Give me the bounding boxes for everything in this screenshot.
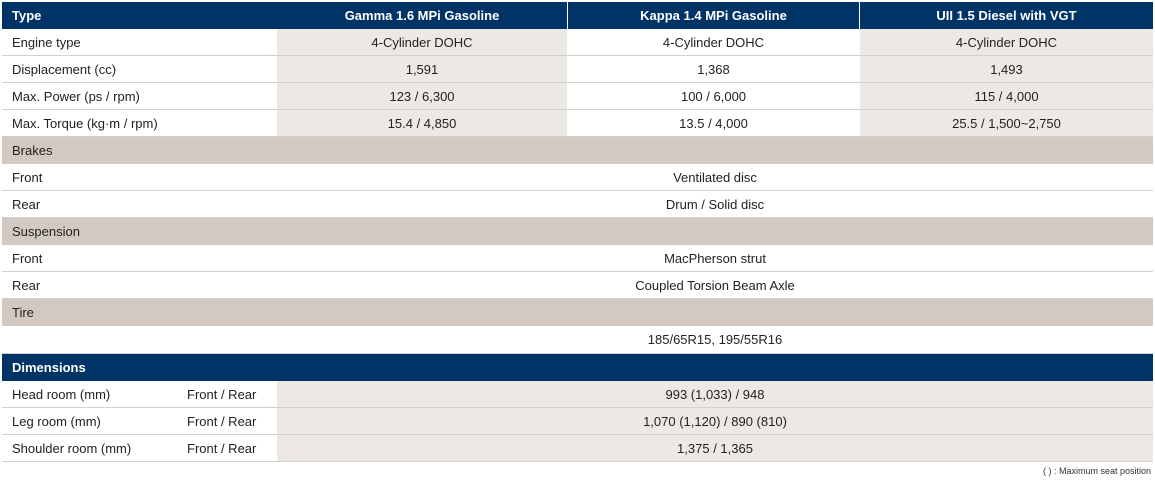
section-dimensions: Dimensions <box>2 354 1153 381</box>
table-row: Front MacPherson strut <box>2 245 1153 272</box>
table-row: Displacement (cc) 1,591 1,368 1,493 <box>2 56 1153 83</box>
cell: 13.5 / 4,000 <box>568 110 860 136</box>
cell: 4-Cylinder DOHC <box>860 29 1153 55</box>
cell: 1,493 <box>860 56 1153 82</box>
table-row: Shoulder room (mm) Front / Rear 1,375 / … <box>2 435 1153 462</box>
row-label: Engine type <box>12 34 81 50</box>
row-label: Max. Torque (kg·m / rpm) <box>12 115 158 131</box>
cell: 25.5 / 1,500~2,750 <box>860 110 1153 136</box>
cell: 1,368 <box>568 56 860 82</box>
table-row: Engine type 4-Cylinder DOHC 4-Cylinder D… <box>2 29 1153 56</box>
cell: 115 / 4,000 <box>860 83 1153 109</box>
table-row: Leg room (mm) Front / Rear 1,070 (1,120)… <box>2 408 1153 435</box>
cell: 4-Cylinder DOHC <box>277 29 568 55</box>
footnote: ( ) : Maximum seat position <box>1042 466 1151 476</box>
table-row: Rear Drum / Solid disc <box>2 191 1153 218</box>
spec-table: Type Gamma 1.6 MPi Gasoline Kappa 1.4 MP… <box>2 2 1153 462</box>
table-row: Head room (mm) Front / Rear 993 (1,033) … <box>2 381 1153 408</box>
table-row: Rear Coupled Torsion Beam Axle <box>2 272 1153 299</box>
section-suspension: Suspension <box>2 218 1153 245</box>
row-label: Leg room (mm) <box>12 413 101 429</box>
cell: 1,591 <box>277 56 568 82</box>
section-tire: Tire <box>2 299 1153 326</box>
type-header: Type <box>12 8 42 23</box>
row-label: Displacement (cc) <box>12 61 117 77</box>
row-sublabel: Front / Rear <box>187 440 257 456</box>
table-row: Front Ventilated disc <box>2 164 1153 191</box>
row-sublabel: Front / Rear <box>187 386 257 402</box>
cell: 1,070 (1,120) / 890 (810) <box>277 408 1153 434</box>
row-label: Max. Power (ps / rpm) <box>12 88 140 104</box>
engine-header: Kappa 1.4 MPi Gasoline <box>568 2 860 29</box>
cell: 15.4 / 4,850 <box>277 110 568 136</box>
row-sublabel: Front / Rear <box>187 413 257 429</box>
cell: 123 / 6,300 <box>277 83 568 109</box>
table-row: 185/65R15, 195/55R16 <box>2 326 1153 354</box>
row-label: Shoulder room (mm) <box>12 440 132 456</box>
table-row: Max. Power (ps / rpm) 123 / 6,300 100 / … <box>2 83 1153 110</box>
section-brakes: Brakes <box>2 137 1153 164</box>
row-label: Head room (mm) <box>12 386 111 402</box>
engine-header: Gamma 1.6 MPi Gasoline <box>277 2 568 29</box>
cell: 993 (1,033) / 948 <box>277 381 1153 407</box>
cell: 4-Cylinder DOHC <box>568 29 860 55</box>
cell: 1,375 / 1,365 <box>277 435 1153 461</box>
engine-header: UII 1.5 Diesel with VGT <box>860 2 1153 29</box>
table-row: Max. Torque (kg·m / rpm) 15.4 / 4,850 13… <box>2 110 1153 137</box>
cell: 100 / 6,000 <box>568 83 860 109</box>
table-header: Type Gamma 1.6 MPi Gasoline Kappa 1.4 MP… <box>2 2 1153 29</box>
